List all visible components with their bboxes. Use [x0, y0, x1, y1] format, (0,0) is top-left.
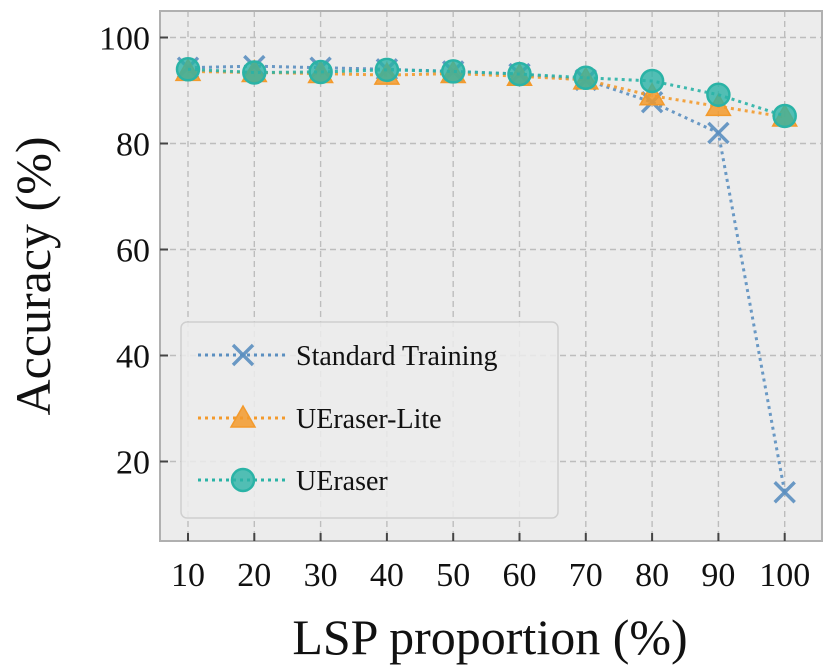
x-tick-label: 90	[701, 557, 735, 594]
data-point-marker	[374, 57, 400, 83]
data-point-marker	[440, 59, 466, 84]
y-tick-label: 100	[99, 21, 150, 58]
legend-entry: UEraser	[198, 466, 388, 497]
series-ueraser	[175, 57, 797, 129]
data-point-marker	[773, 481, 796, 504]
legend-label: UEraser	[296, 466, 388, 497]
y-axis-title: Accuracy (%)	[5, 137, 61, 416]
x-tick-label: 30	[304, 557, 338, 594]
legend-box	[180, 321, 559, 519]
x-tick-label: 70	[569, 557, 603, 594]
plot-frame	[159, 10, 823, 542]
x-axis-title: LSP proportion (%)	[292, 609, 687, 665]
data-point-marker	[308, 59, 333, 85]
legend-marker	[229, 404, 257, 428]
x-tick-label: 40	[370, 557, 404, 594]
data-point-marker	[573, 65, 599, 91]
x-tick-label: 80	[635, 557, 669, 594]
data-point-marker	[639, 68, 665, 94]
data-point-marker	[507, 61, 532, 87]
legend-entry: Standard Training	[198, 341, 497, 372]
y-tick-label: 40	[116, 339, 150, 376]
data-point-marker	[707, 121, 730, 145]
y-tick-label: 60	[116, 233, 150, 270]
series-line	[187, 67, 786, 118]
legend-marker	[230, 467, 256, 493]
x-tick-label: 20	[237, 557, 271, 594]
data-point-marker	[638, 82, 666, 106]
y-tick-label: 80	[116, 127, 150, 164]
legend-entry: UEraser-Lite	[198, 404, 442, 435]
x-tick-label: 10	[171, 557, 205, 594]
y-tick-label: 20	[116, 445, 150, 482]
data-point-marker	[706, 82, 731, 107]
legend-label: UEraser-Lite	[296, 404, 442, 435]
x-tick-label: 100	[759, 557, 810, 594]
data-point-marker	[242, 60, 267, 85]
legend: Standard Training UEraser-Lite UEraser	[180, 321, 559, 519]
x-tick-label: 60	[503, 557, 537, 594]
legend-label: Standard Training	[296, 341, 497, 372]
series-line	[187, 64, 787, 493]
legend-marker	[231, 343, 255, 367]
axis-ticks: 10 20 30 40 50 60 70 80 90 100 20 40 60 80 100	[99, 21, 810, 595]
data-point-marker	[175, 57, 201, 82]
data-series	[174, 54, 798, 504]
x-tick-label: 50	[436, 557, 470, 594]
data-point-marker	[772, 103, 797, 129]
